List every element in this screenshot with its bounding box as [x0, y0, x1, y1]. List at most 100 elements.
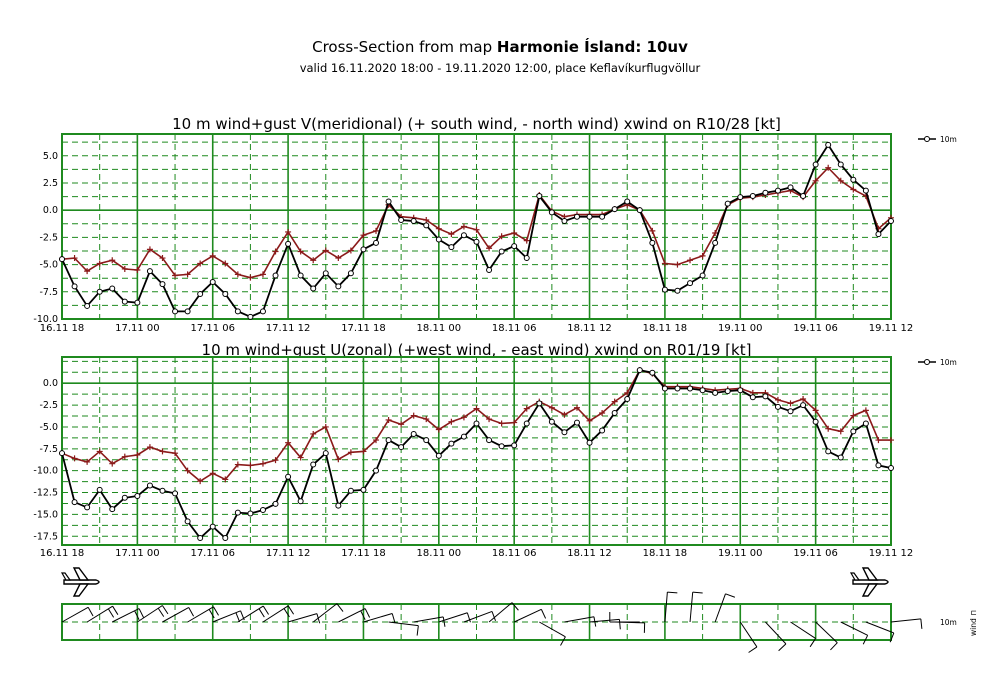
- wind-barb-staff: [714, 593, 726, 623]
- wind-point: [146, 482, 153, 489]
- wind-barb-staff: [388, 621, 419, 627]
- gust-point: [410, 412, 417, 419]
- figure-title: Cross-Section from map Harmonie Ísland: …: [0, 38, 1000, 56]
- wind-point: [71, 283, 78, 290]
- y-tick-label: -5.0: [39, 260, 58, 271]
- wind-barb-flag: [809, 638, 817, 648]
- wind-barb-staff: [488, 602, 513, 623]
- wind-point: [234, 308, 241, 315]
- x-tick-label: 17.11 18: [341, 323, 386, 334]
- x-tick-label: 17.11 12: [266, 548, 311, 559]
- wind-point: [624, 198, 631, 205]
- wind-point: [360, 246, 367, 253]
- wind-barb-staff: [363, 613, 393, 623]
- wind-barb-flag: [208, 609, 215, 619]
- wind-barb-flag: [692, 591, 703, 594]
- wind-barb-flag: [161, 605, 169, 615]
- gust-point: [862, 407, 869, 414]
- gust-point: [825, 164, 832, 171]
- wind-point: [385, 437, 392, 444]
- gust-point: [423, 216, 430, 223]
- wind-point: [687, 385, 694, 392]
- gust-point: [184, 271, 191, 278]
- wind-barb-flag: [134, 610, 140, 620]
- y-tick-label: -2.5: [39, 400, 58, 411]
- wind-barb-staff: [463, 610, 493, 623]
- gust-point: [322, 247, 329, 254]
- y-tick-label: -15.0: [33, 509, 58, 520]
- airplane-right-icon: [849, 567, 889, 597]
- wind-point: [71, 499, 78, 506]
- wind-point: [310, 285, 317, 292]
- wind-point: [310, 461, 317, 468]
- gust-point: [448, 418, 455, 425]
- wind-point: [486, 437, 493, 444]
- x-tick-label: 18.11 12: [567, 323, 612, 334]
- plane-fuselage: [852, 579, 889, 585]
- wind-barb-flag: [778, 643, 787, 652]
- wind-point: [234, 509, 241, 516]
- wind-point: [435, 236, 442, 243]
- wind-point: [624, 395, 631, 402]
- wind-point: [511, 243, 518, 250]
- wind-point: [787, 408, 794, 415]
- wind-point: [875, 462, 882, 469]
- wind-point: [762, 393, 769, 400]
- wind-barb-flag: [157, 607, 165, 617]
- wind-point: [611, 206, 618, 213]
- gust-point: [586, 417, 593, 424]
- wind-point: [837, 161, 844, 168]
- wind-barb-flag: [618, 619, 621, 630]
- wind-point: [322, 450, 329, 457]
- wind-barb-staff: [413, 616, 444, 623]
- plot-frame: [61, 133, 892, 320]
- gust-point: [523, 237, 530, 244]
- gust-point: [172, 450, 179, 457]
- wind-barb-staff: [438, 612, 468, 623]
- gust-point: [84, 458, 91, 465]
- wind-barb-flag: [748, 646, 758, 653]
- wind-point: [59, 256, 65, 263]
- gust-point: [573, 404, 580, 411]
- gust-point: [435, 426, 442, 433]
- wind-point: [59, 450, 65, 457]
- wind-barb-staff: [865, 621, 894, 634]
- gust-point: [285, 228, 292, 235]
- gust-point: [71, 455, 78, 462]
- gust-point: [310, 257, 317, 264]
- wind-point: [661, 286, 668, 293]
- gust-point: [360, 232, 367, 239]
- wind-point: [825, 448, 832, 455]
- wind-point: [435, 452, 442, 459]
- wind-point: [373, 467, 380, 474]
- wind-barb-flag: [112, 605, 119, 615]
- plane-tail: [849, 572, 861, 581]
- wind-point: [712, 389, 719, 396]
- gust-point: [850, 186, 857, 193]
- chart-title: 10 m wind+gust V(meridional) (+ south wi…: [172, 115, 781, 133]
- wind-barb-flag: [213, 606, 219, 616]
- wind-point: [812, 418, 819, 425]
- wind-point: [737, 387, 744, 394]
- wind-point: [523, 420, 530, 427]
- wind-point: [272, 272, 279, 279]
- gust-point: [159, 448, 166, 455]
- x-tick-label: 18.11 00: [417, 548, 462, 559]
- wind-point: [172, 490, 179, 497]
- plane-fuselage: [63, 579, 100, 585]
- x-tick-label: 17.11 18: [341, 548, 386, 559]
- wind-point: [109, 285, 116, 292]
- wind-barb-flag: [862, 635, 869, 645]
- wind-point: [687, 280, 694, 287]
- wind-point: [636, 367, 643, 374]
- wind-point: [184, 308, 191, 315]
- gust-point: [850, 412, 857, 419]
- wind-point: [812, 161, 819, 168]
- wind-point: [197, 290, 204, 297]
- gust-point: [498, 420, 505, 427]
- legend-marker: [924, 359, 930, 365]
- x-tick-label: 18.11 06: [492, 548, 537, 559]
- wind-point: [109, 506, 116, 513]
- gust-point: [247, 462, 254, 469]
- wind-point: [636, 207, 643, 214]
